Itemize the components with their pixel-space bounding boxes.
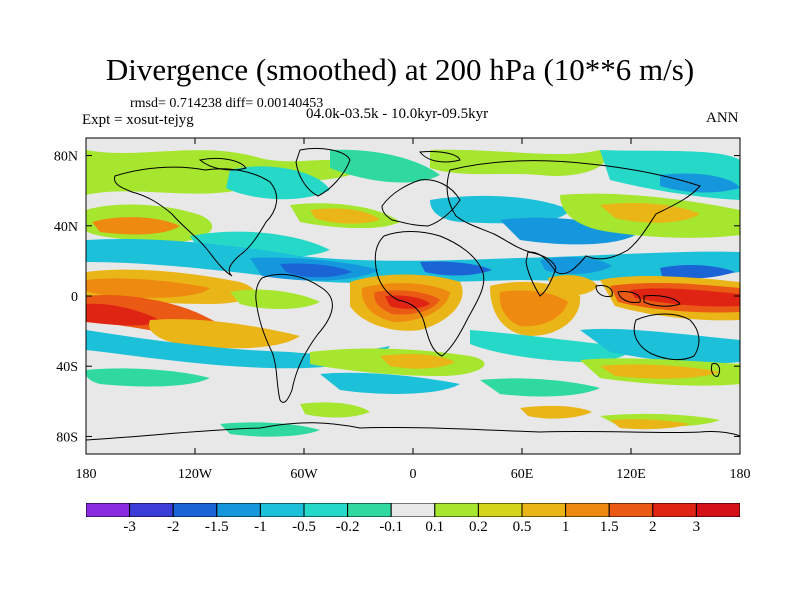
field-blob <box>630 288 740 307</box>
field-blob <box>499 290 568 327</box>
colorbar-swatch <box>172 503 218 517</box>
colorbar-swatch <box>86 503 131 517</box>
lon-label: 120W <box>178 467 213 482</box>
colorbar-label: -1.5 <box>204 519 229 535</box>
colorbar-label: 0.1 <box>425 519 445 535</box>
coastline-nz <box>711 363 721 377</box>
coastline-australia <box>633 313 700 361</box>
field-blob <box>310 208 380 224</box>
colorbar-swatch <box>652 503 697 517</box>
lon-label: 180 <box>730 467 751 482</box>
field-blob <box>92 217 180 235</box>
colorbar-swatch <box>259 503 305 517</box>
field-blob <box>280 263 352 278</box>
field-blob <box>548 275 598 296</box>
field-blob <box>520 405 592 419</box>
colorbar-swatch <box>390 503 436 517</box>
colorbar-label: 0.2 <box>469 519 488 535</box>
colorbar-swatch <box>216 503 261 517</box>
field-blob <box>149 319 300 349</box>
field-blob <box>86 368 210 387</box>
field-blob <box>220 422 320 437</box>
field-blob <box>380 354 455 369</box>
field-blob <box>660 265 735 279</box>
experiment-label: Expt = xosut-tejyg <box>82 112 194 128</box>
lat-label: 40N <box>54 220 78 235</box>
field-blob <box>86 303 160 326</box>
map-title: Divergence (smoothed) at 200 hPa (10**6 … <box>105 52 695 87</box>
field-blob <box>226 166 330 200</box>
season-label: ANN <box>706 110 739 126</box>
field-blob <box>660 173 740 193</box>
colorbar-swatch <box>695 503 740 517</box>
coastline-arctic <box>198 157 247 171</box>
colorbar-label: 1.5 <box>599 519 619 535</box>
field-layer <box>86 149 740 437</box>
coastline-europe <box>381 179 461 227</box>
field-blob <box>610 419 690 430</box>
field-blob <box>320 372 460 394</box>
field-blob <box>86 150 360 195</box>
period-label: 04.0k-03.5k - 10.0kyr-09.5kyr <box>306 106 489 122</box>
coastline-islands <box>643 295 681 307</box>
field-blob <box>230 289 320 309</box>
lon-label: 120E <box>616 467 646 482</box>
colorbar-label: -0.1 <box>379 519 404 535</box>
colorbar-label: -1 <box>254 519 267 535</box>
colorbar-swatch <box>303 503 349 517</box>
lat-label: 80S <box>56 430 78 445</box>
field-blob <box>580 328 740 364</box>
coastline-south-america <box>255 273 333 403</box>
colorbar-swatch <box>434 503 479 517</box>
colorbar-label: -2 <box>166 519 180 535</box>
colorbar-swatch <box>521 503 567 517</box>
colorbar-label: -0.2 <box>335 519 360 535</box>
field-blob <box>600 364 720 379</box>
coastlines <box>86 147 740 441</box>
field-blob <box>300 402 370 418</box>
colorbar-swatch <box>608 503 654 517</box>
field-blob <box>540 257 612 275</box>
coastline-greenland <box>295 147 351 197</box>
field-blob <box>480 378 600 397</box>
lon-label: 60W <box>290 467 318 482</box>
field-blob <box>430 195 570 224</box>
colorbar-label: 3 <box>692 519 701 535</box>
lon-label: 0 <box>410 467 417 482</box>
lat-label: 40S <box>56 360 78 375</box>
colorbar-label: -0.5 <box>292 519 316 535</box>
field-blob <box>330 149 440 183</box>
lon-label: 180 <box>76 467 97 482</box>
colorbar <box>86 503 740 517</box>
coastline-asia <box>446 160 701 275</box>
colorbar-label: 2 <box>649 519 657 535</box>
colorbar-label: -3 <box>123 519 136 535</box>
field-blob <box>420 261 492 276</box>
colorbar-swatch <box>477 503 523 517</box>
colorbar-label: 1 <box>561 519 570 535</box>
colorbar-swatch <box>565 503 610 517</box>
coastline-antarctica <box>86 422 740 441</box>
lon-label: 60E <box>511 467 534 482</box>
lat-label: 80N <box>54 150 78 165</box>
field-blob <box>600 203 700 223</box>
axis-layer: 80N 40N 0 40S 80S 180 120W 60W 0 60E 120E 180 <box>54 138 751 482</box>
coastline-arctic <box>419 151 461 163</box>
colorbar-swatch <box>347 503 392 517</box>
field-blob <box>430 149 606 176</box>
lat-label: 0 <box>71 290 78 305</box>
colorbar-label: 0.5 <box>512 519 532 535</box>
coastline-islands <box>617 291 641 303</box>
coastline-islands <box>595 285 613 297</box>
field-blob <box>470 330 628 362</box>
coastline-north-america <box>113 166 278 277</box>
stats-label: rmsd= 0.714238 diff= 0.00140453 <box>130 96 324 111</box>
field-blob <box>86 278 210 298</box>
coastline-africa <box>374 231 485 357</box>
coastline-india <box>525 251 557 297</box>
colorbar-swatch <box>129 503 174 517</box>
